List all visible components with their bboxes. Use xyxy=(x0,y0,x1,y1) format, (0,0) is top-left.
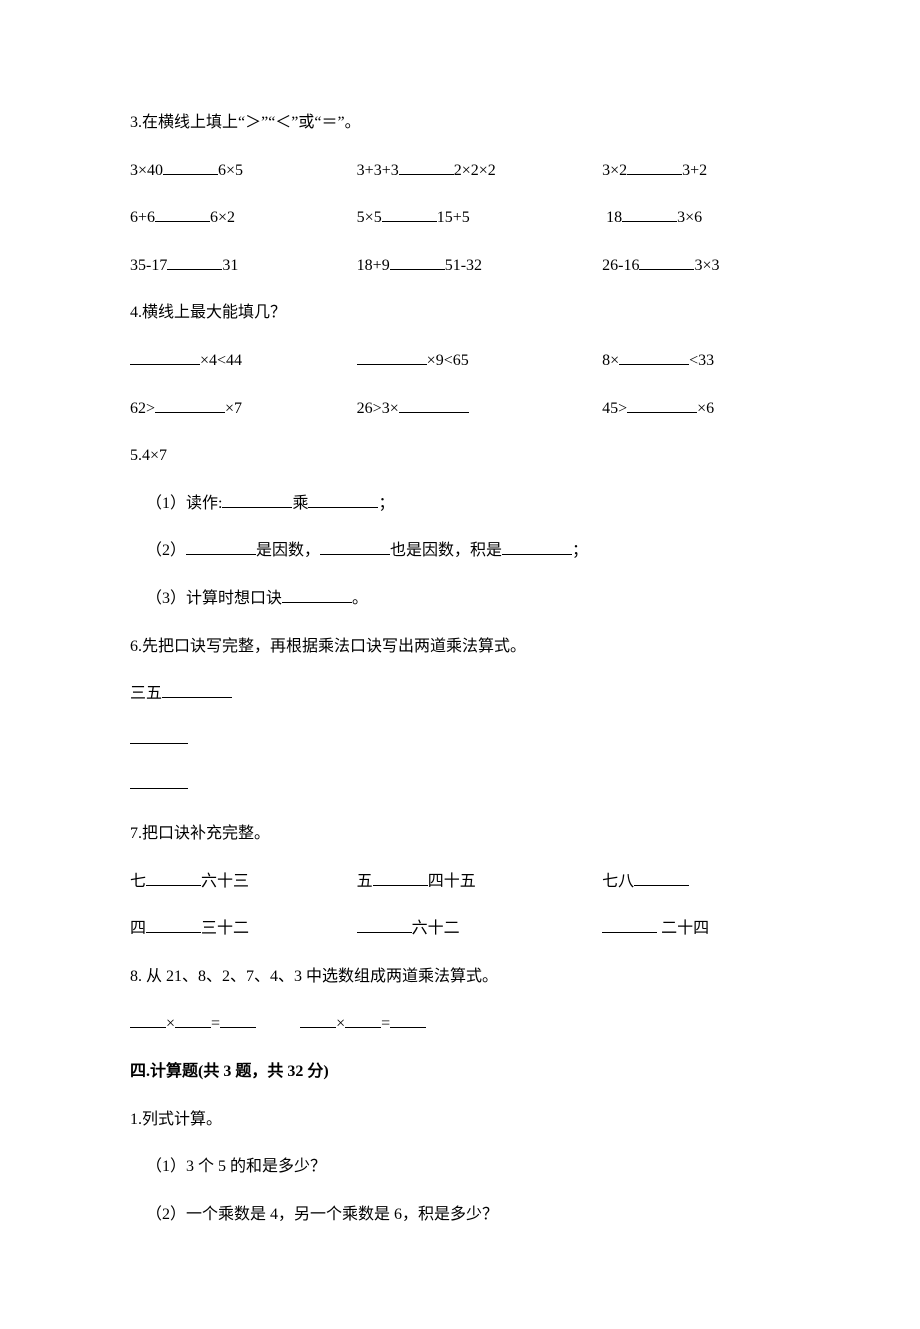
q3-r3-c3: 26-163×3 xyxy=(582,253,790,279)
q3-r3-c2: 18+951-32 xyxy=(337,253,582,279)
q5-sub2: （2）是因数，也是因数，积是； xyxy=(146,538,790,564)
q7-row-2: 四三十二 六十二 二十四 xyxy=(130,916,790,942)
q3-title: 3.在横线上填上“＞”“＜”或“＝”。 xyxy=(130,110,790,136)
sec4-s1: （1）3 个 5 的和是多少？ xyxy=(146,1154,790,1180)
q4-row-1: ×4<44 ×9<65 8×<33 xyxy=(130,348,790,374)
sec4-q1: 1.列式计算。 xyxy=(130,1107,790,1133)
q7-row-1: 七六十三 五四十五 七八 xyxy=(130,869,790,895)
q6-title: 6.先把口诀写完整，再根据乘法口诀写出两道乘法算式。 xyxy=(130,634,790,660)
sec4-s2: （2）一个乘数是 4，另一个乘数是 6，积是多少？ xyxy=(146,1202,790,1228)
q5-title: 5.4×7 xyxy=(130,443,790,469)
q4-title: 4.横线上最大能填几？ xyxy=(130,300,790,326)
q5-sub3: （3）计算时想口诀。 xyxy=(146,586,790,612)
q3-r2-c1: 6+66×2 xyxy=(130,205,337,231)
q6-line1: 三五 xyxy=(130,681,790,707)
q3-r1-c3: 3×23+2 xyxy=(582,158,790,184)
section4-title: 四.计算题(共 3 题，共 32 分) xyxy=(130,1059,790,1085)
q6-blank-line-1 xyxy=(130,729,790,752)
q4-r2-c2: 26>3× xyxy=(337,396,582,422)
q7-title: 7.把口诀补充完整。 xyxy=(130,821,790,847)
q7-r2-c3: 二十四 xyxy=(582,916,790,942)
q6-blank-line-2 xyxy=(130,778,790,795)
q3-row-3: 35-1731 18+951-32 26-163×3 xyxy=(130,253,790,279)
q3-r2-c2: 5×515+5 xyxy=(337,205,582,231)
q8-title: 8. 从 21、8、2、7、4、3 中选数组成两道乘法算式。 xyxy=(130,964,790,990)
q5-sub1: （1）读作:乘； xyxy=(146,491,790,517)
q4-r1-c2: ×9<65 xyxy=(337,348,582,374)
q4-r1-c3: 8×<33 xyxy=(582,348,790,374)
q7-r2-c2: 六十二 xyxy=(337,916,582,942)
q3-r2-c3: 183×6 xyxy=(582,205,790,231)
q7-r2-c1: 四三十二 xyxy=(130,916,337,942)
q4-r2-c3: 45>×6 xyxy=(582,396,790,422)
q3-r1-c2: 3+3+32×2×2 xyxy=(337,158,582,184)
q4-r2-c1: 62>×7 xyxy=(130,396,337,422)
q3-row-2: 6+66×2 5×515+5 183×6 xyxy=(130,205,790,231)
q4-r1-c1: ×4<44 xyxy=(130,348,337,374)
q3-r3-c1: 35-1731 xyxy=(130,253,337,279)
q3-row-1: 3×406×5 3+3+32×2×2 3×23+2 xyxy=(130,158,790,184)
q3-r1-c1: 3×406×5 xyxy=(130,158,337,184)
q8-expr: ×= ×= xyxy=(130,1011,790,1037)
q7-r1-c1: 七六十三 xyxy=(130,869,337,895)
q7-r1-c2: 五四十五 xyxy=(337,869,582,895)
q4-row-2: 62>×7 26>3× 45>×6 xyxy=(130,396,790,422)
q7-r1-c3: 七八 xyxy=(582,869,790,895)
